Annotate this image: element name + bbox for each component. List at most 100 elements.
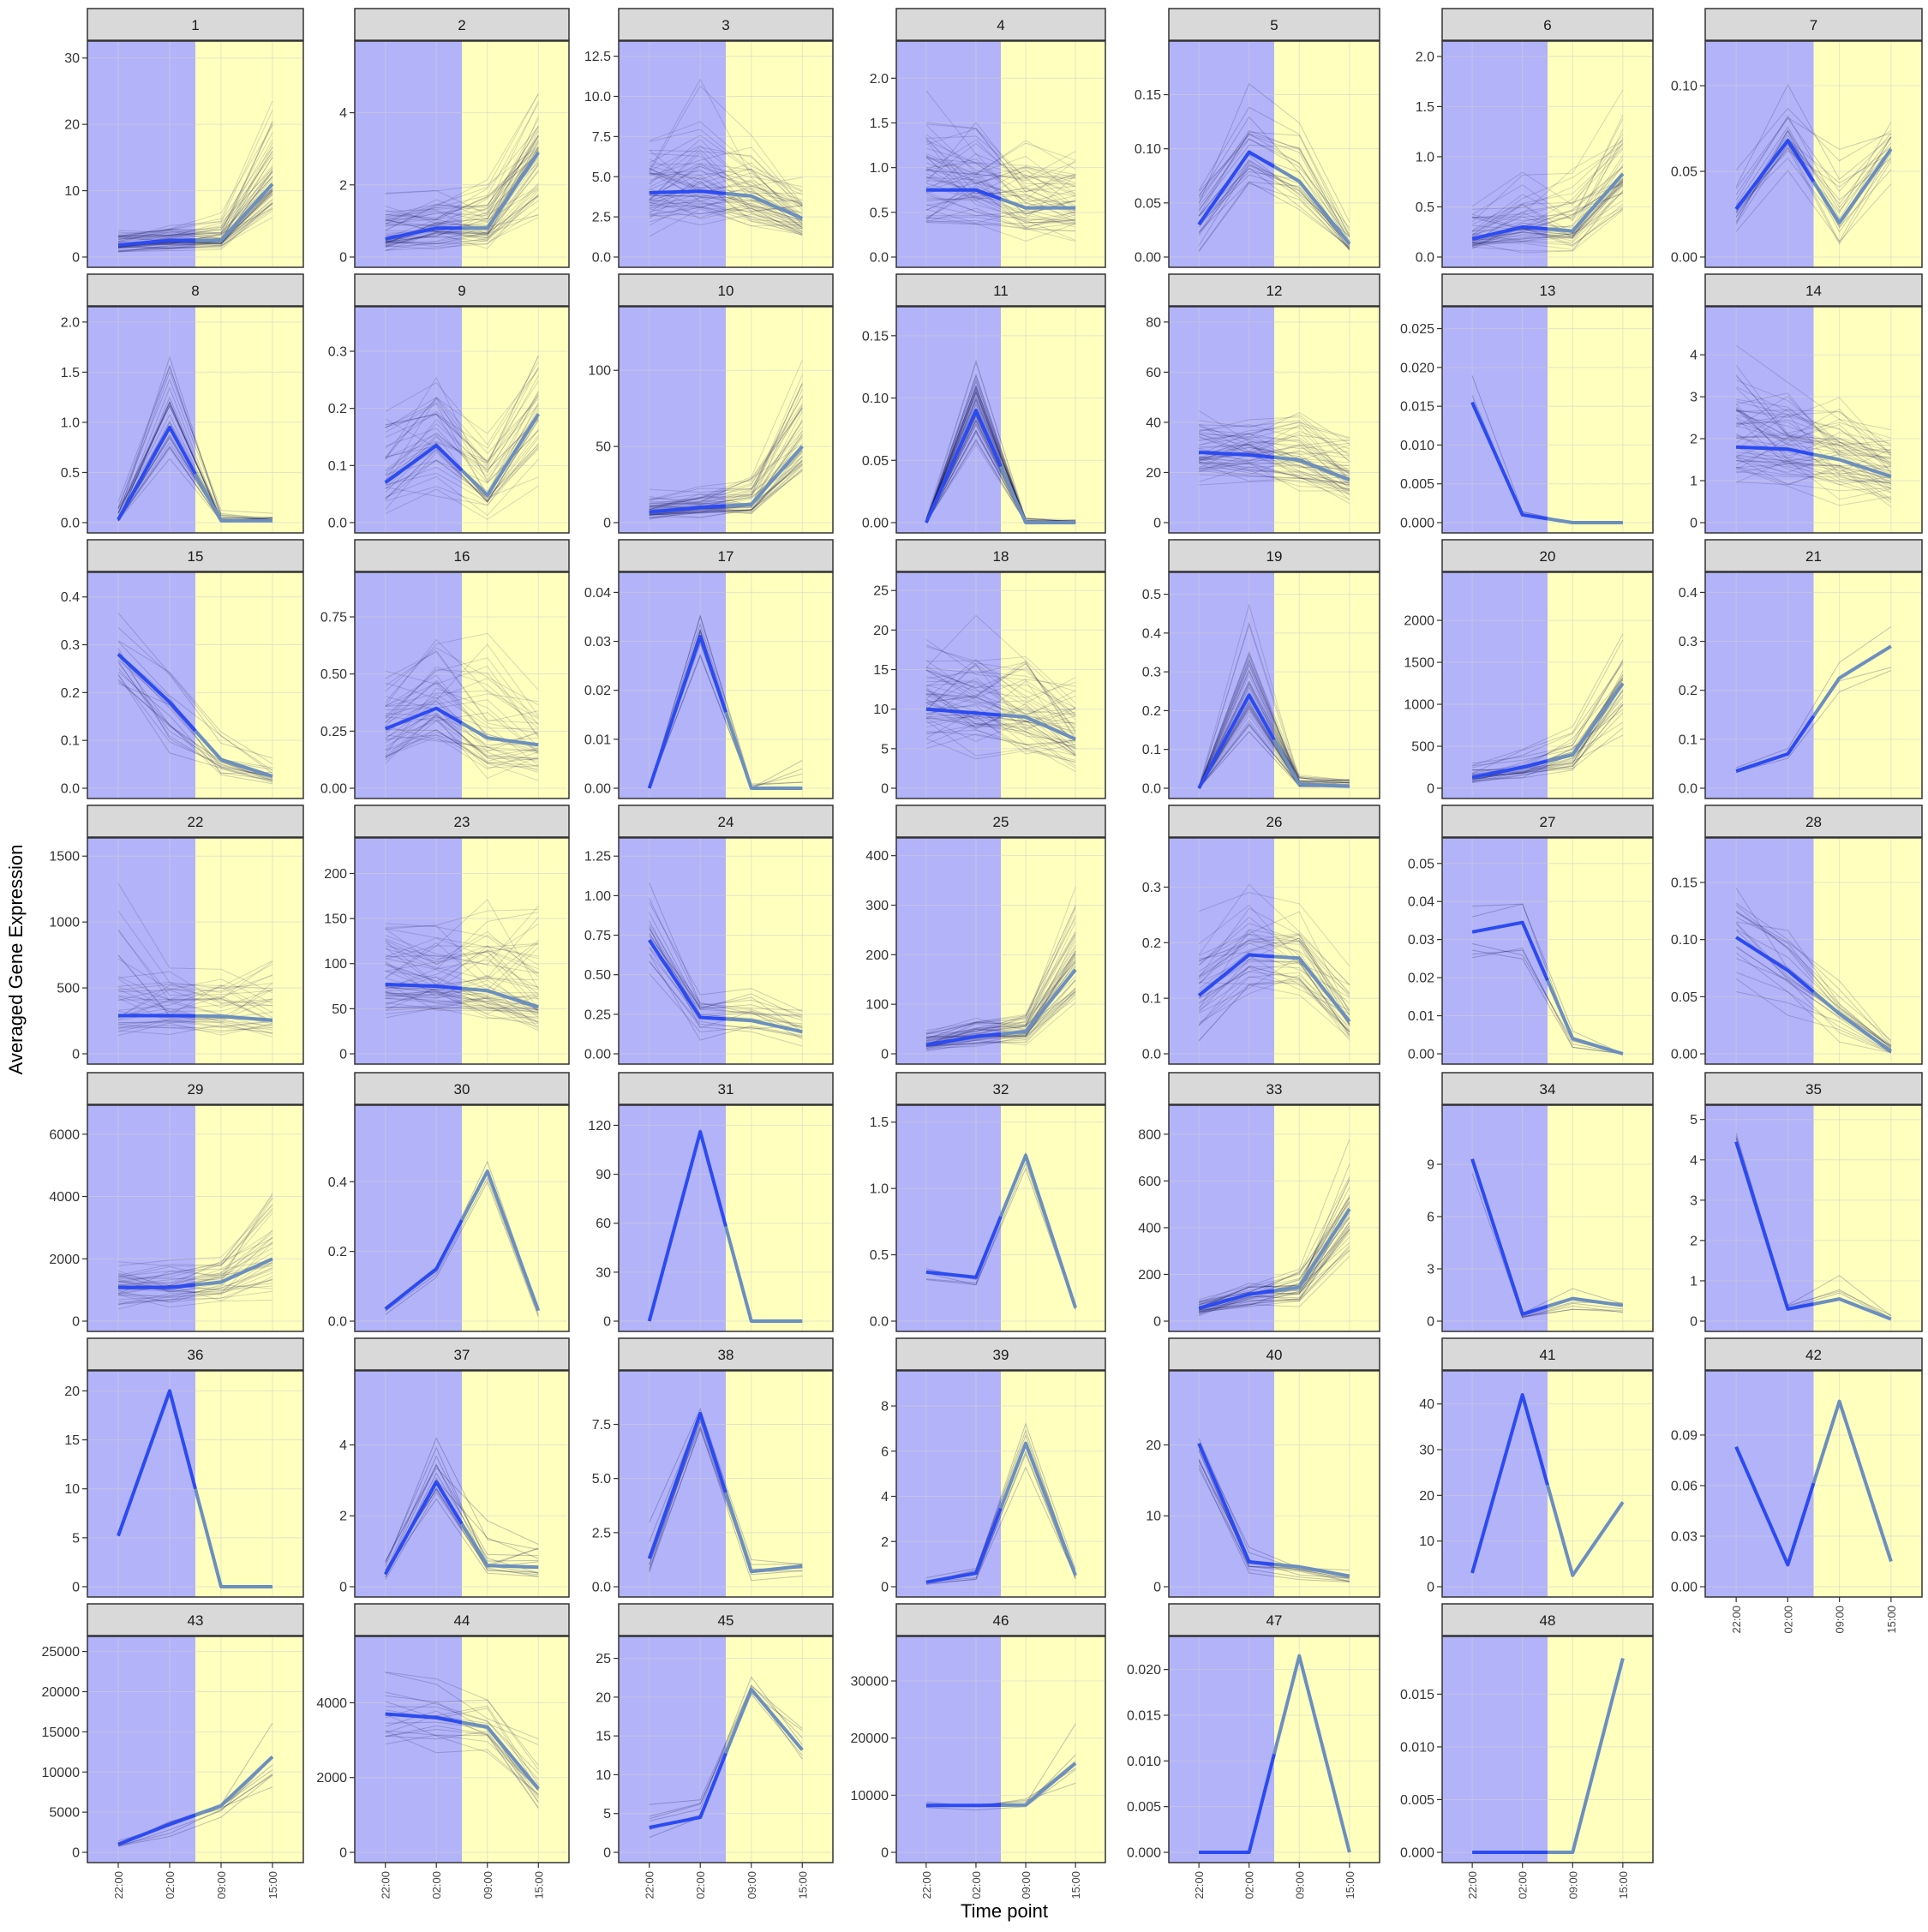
y-tick-label: 0.15 [862,329,889,344]
y-tick-label: 5 [1690,1113,1697,1127]
y-tick-label: 0 [339,1846,347,1861]
strip-label: 41 [1540,1347,1556,1363]
night-band [87,1371,195,1597]
y-tick-label: 4000 [49,1190,80,1205]
x-tick-label: 09:00 [745,1871,758,1899]
y-tick-label: 0.15 [1135,88,1161,103]
y-tick-label: 200 [324,867,347,882]
strip-label: 17 [718,548,734,565]
y-tick-label: 0.00 [1408,1048,1434,1062]
y-tick-label: 9 [1427,1157,1434,1172]
panel-17: 170.000.010.020.030.04 [584,540,833,799]
strip-label: 5 [1270,17,1278,33]
strip-label: 46 [993,1612,1009,1629]
day-band [1274,41,1380,267]
night-band [355,572,462,799]
y-tick-label: 100 [324,957,347,972]
y-tick-label: 20000 [851,1732,889,1746]
strip-label: 16 [454,548,470,565]
y-tick-label: 1.5 [61,366,80,380]
y-tick-label: 25 [596,1652,611,1666]
day-band [726,838,833,1064]
y-tick-label: 1.5 [1416,100,1434,115]
y-tick-label: 0.10 [862,392,889,406]
mean-line-night [650,191,726,194]
y-tick-label: 5.0 [592,1472,611,1486]
strip-label: 24 [718,814,734,830]
panel-19: 190.00.10.20.30.40.5 [1142,540,1380,799]
y-tick-label: 10 [64,184,80,199]
y-tick-label: 30 [64,51,80,66]
y-tick-label: 0.5 [1142,588,1161,602]
panel-26: 260.00.10.20.3 [1142,805,1380,1064]
strip-label: 27 [1540,814,1556,830]
y-tick-label: 10000 [851,1789,889,1803]
y-tick-label: 0.4 [328,1175,347,1190]
y-tick-label: 0 [339,1048,347,1062]
y-tick-label: 0.0 [1679,782,1697,797]
y-tick-label: 600 [1138,1175,1161,1189]
y-tick-label: 50 [332,1002,347,1017]
y-tick-label: 100 [865,998,889,1013]
y-tick-label: 0.3 [61,638,80,653]
y-axis-title: Averaged Gene Expression [5,845,27,1075]
x-tick-label: 22:00 [380,1871,392,1899]
day-band [1001,41,1105,267]
y-tick-label: 0.00 [584,1048,611,1062]
y-tick-label: 0.05 [1671,990,1697,1005]
y-tick-label: 0.5 [1416,200,1434,215]
y-tick-label: 0.2 [1142,704,1161,719]
strip-label: 38 [718,1347,734,1363]
night-band [1442,1636,1548,1863]
y-tick-label: 0 [72,1048,80,1062]
day-band [1548,307,1653,533]
strip-label: 47 [1266,1612,1283,1629]
y-tick-label: 10 [1146,1510,1161,1524]
y-tick-label: 0.005 [1400,477,1434,492]
y-tick-label: 2000 [316,1771,347,1785]
y-tick-label: 1500 [49,850,80,864]
y-tick-label: 0.5 [870,1248,889,1263]
panel-8: 80.00.51.01.52.0 [61,274,303,533]
y-tick-label: 0.25 [320,725,347,739]
night-band [619,838,726,1064]
strip-label: 9 [458,283,465,299]
y-tick-label: 3 [1690,1193,1697,1208]
y-tick-label: 300 [865,899,889,913]
y-tick-label: 0 [881,1048,889,1062]
y-tick-label: 20 [1146,466,1161,481]
y-tick-label: 0.09 [1671,1428,1697,1443]
y-tick-label: 150 [324,912,347,927]
night-band [619,572,726,799]
y-tick-label: 0.4 [61,590,80,605]
y-tick-label: 30 [596,1265,611,1280]
y-tick-label: 0.50 [584,968,611,983]
x-tick-label: 09:00 [1020,1871,1033,1899]
y-tick-label: 0.00 [862,517,889,531]
y-tick-label: 0.1 [1142,743,1161,757]
y-tick-label: 0.020 [1400,361,1434,375]
y-tick-label: 0 [881,1581,889,1595]
y-tick-label: 0 [603,517,611,531]
x-tick-label: 22:00 [1466,1871,1479,1899]
y-tick-label: 1.5 [870,1116,889,1130]
day-band [462,1105,569,1331]
day-band [1001,1636,1105,1863]
y-tick-label: 5 [603,1807,611,1821]
y-tick-label: 0.05 [862,454,889,469]
y-tick-label: 0.015 [1400,1688,1434,1702]
y-tick-label: 0.25 [584,1008,611,1022]
strip-label: 6 [1543,17,1551,33]
strip-label: 13 [1540,283,1556,299]
y-tick-label: 4000 [316,1696,347,1711]
y-tick-label: 20000 [42,1685,81,1700]
night-band [1442,838,1548,1064]
y-tick-label: 0.2 [1142,936,1161,951]
y-tick-label: 10 [1419,1534,1434,1549]
panel-38: 380.02.55.07.5 [592,1338,833,1597]
